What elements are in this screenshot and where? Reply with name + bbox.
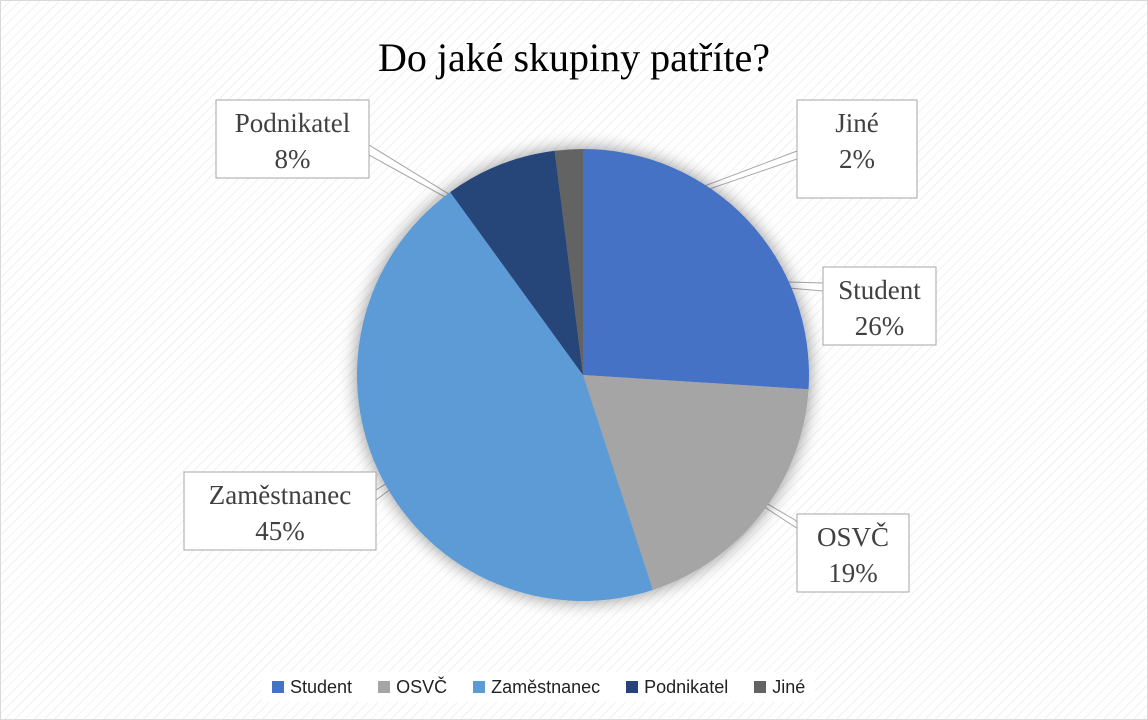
pie-slice xyxy=(356,192,653,602)
data-label-value: 2% xyxy=(839,144,875,174)
pie-slice xyxy=(583,149,809,390)
data-label-value: 19% xyxy=(828,558,878,588)
legend-swatch xyxy=(272,681,284,693)
legend: Student OSVČ Zaměstnanec Podnikatel Jiné xyxy=(262,672,816,702)
legend-label: OSVČ xyxy=(396,676,448,697)
legend-item-student: Student xyxy=(272,677,352,698)
legend-swatch xyxy=(473,681,486,693)
data-label-category: OSVČ xyxy=(817,522,889,552)
legend-swatch xyxy=(378,681,391,693)
data-label-category: Zaměstnanec xyxy=(209,480,351,510)
legend-item-zamestnanec: Zaměstnanec xyxy=(473,677,600,698)
data-label-box xyxy=(796,99,918,199)
legend-item-podnikatel: Podnikatel xyxy=(626,677,728,698)
legend-label: Podnikatel xyxy=(644,676,729,697)
data-label-box xyxy=(796,513,910,593)
data-label-category: Podnikatel xyxy=(235,108,351,138)
pie-slice xyxy=(583,375,809,590)
data-label-box xyxy=(183,471,377,551)
legend-label: Zaměstnanec xyxy=(491,676,601,697)
data-label-value: 26% xyxy=(855,311,905,341)
data-label-category: Jiné xyxy=(835,108,879,138)
pie-slice xyxy=(450,150,583,375)
legend-item-osvc: OSVČ xyxy=(378,677,447,698)
data-labels: Student 26% OSVČ 19% Zaměstnanec 45% Podnikate… xyxy=(183,99,937,593)
chart-title: Do jaké skupiny patříte? xyxy=(377,35,771,80)
data-label-value: 8% xyxy=(275,144,311,174)
legend-swatch xyxy=(754,681,767,693)
legend-label: Student xyxy=(290,676,353,697)
legend-label: Jiné xyxy=(772,676,806,697)
pie-slices xyxy=(356,149,809,602)
data-label-box xyxy=(215,99,370,179)
data-label-box xyxy=(822,266,937,346)
legend-item-jine: Jiné xyxy=(754,677,805,698)
data-label-category: Student xyxy=(838,275,921,305)
pie-slice xyxy=(554,149,583,375)
legend-swatch xyxy=(626,681,639,693)
data-label-value: 45% xyxy=(255,516,305,546)
